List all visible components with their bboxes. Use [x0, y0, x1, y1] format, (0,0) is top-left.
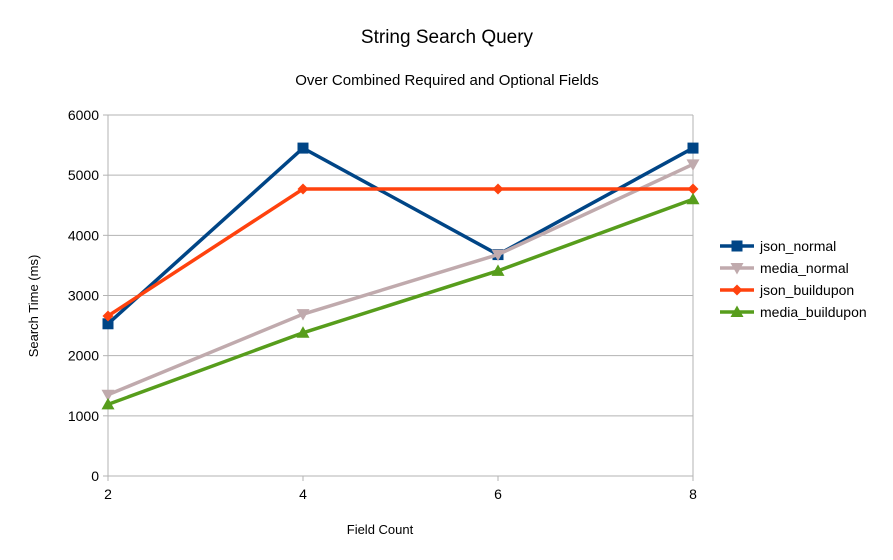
legend-swatch-marker — [731, 284, 743, 296]
series-line-media_normal — [107, 162, 694, 397]
data-point-media_buildupon — [296, 326, 310, 338]
series-group — [101, 142, 700, 410]
series-json_buildupon — [102, 183, 699, 322]
series-media_normal — [101, 159, 700, 402]
x-tick-label: 2 — [104, 486, 112, 502]
legend: json_normal media_normal json_builduponmed… — [720, 238, 867, 320]
legend-item-media_normal: media_normal — [720, 260, 849, 276]
legend-label: media_normal — [760, 260, 849, 276]
x-tick-label: 8 — [689, 486, 697, 502]
y-tick-label: 4000 — [68, 227, 99, 243]
series-line-json_normal — [106, 145, 694, 326]
data-point-json_buildupon — [687, 183, 699, 195]
y-tick-label: 2000 — [68, 348, 99, 364]
legend-swatch-marker — [730, 305, 744, 317]
legend-label: json_buildupon — [759, 282, 854, 298]
data-point-json_buildupon — [297, 183, 309, 195]
data-point-media_normal — [101, 389, 115, 402]
y-tick-label: 0 — [91, 468, 99, 484]
data-point-json_buildupon — [492, 183, 504, 195]
data-point-json_normal — [102, 318, 114, 330]
data-point-media_normal — [296, 309, 310, 321]
legend-swatch-marker — [731, 240, 743, 252]
x-tick-label: 4 — [299, 486, 307, 502]
legend-item-media_buildupon: media_buildupon — [720, 304, 867, 320]
x-tick-label: 6 — [494, 486, 502, 502]
data-point-media_normal — [686, 159, 700, 171]
data-point-json_normal — [297, 142, 309, 154]
y-tick-label: 1000 — [68, 408, 99, 424]
legend-item-json_buildupon: json_buildupon — [720, 282, 854, 298]
y-tick-label: 3000 — [68, 288, 99, 304]
axes — [103, 114, 694, 481]
legend-item-json_normal: json_normal — [720, 238, 836, 254]
series-line-json_buildupon — [107, 187, 693, 318]
legend-swatch-marker — [730, 263, 744, 275]
y-tick-label: 6000 — [68, 107, 99, 123]
data-point-json_buildupon — [102, 310, 114, 322]
data-point-json_normal — [687, 142, 699, 154]
series-media_buildupon — [101, 192, 700, 410]
data-point-media_buildupon — [491, 264, 505, 276]
chart-title: String Search Query — [361, 27, 534, 48]
x-axis-label: Field Count — [347, 522, 414, 537]
y-axis-label: Search Time (ms) — [26, 255, 41, 358]
data-point-media_normal — [491, 249, 505, 262]
chart-subtitle: Over Combined Required and Optional Fiel… — [295, 72, 599, 89]
legend-label: media_buildupon — [760, 304, 867, 320]
y-tick-label: 5000 — [68, 167, 99, 183]
series-line-media_buildupon — [107, 197, 694, 407]
tick-labels: 0 1000 2000 3000 4000 5000 6000 2 4 6 8 — [68, 107, 697, 502]
legend-label: json_normal — [759, 238, 836, 254]
data-point-media_buildupon — [101, 397, 115, 410]
data-point-media_buildupon — [686, 192, 700, 205]
